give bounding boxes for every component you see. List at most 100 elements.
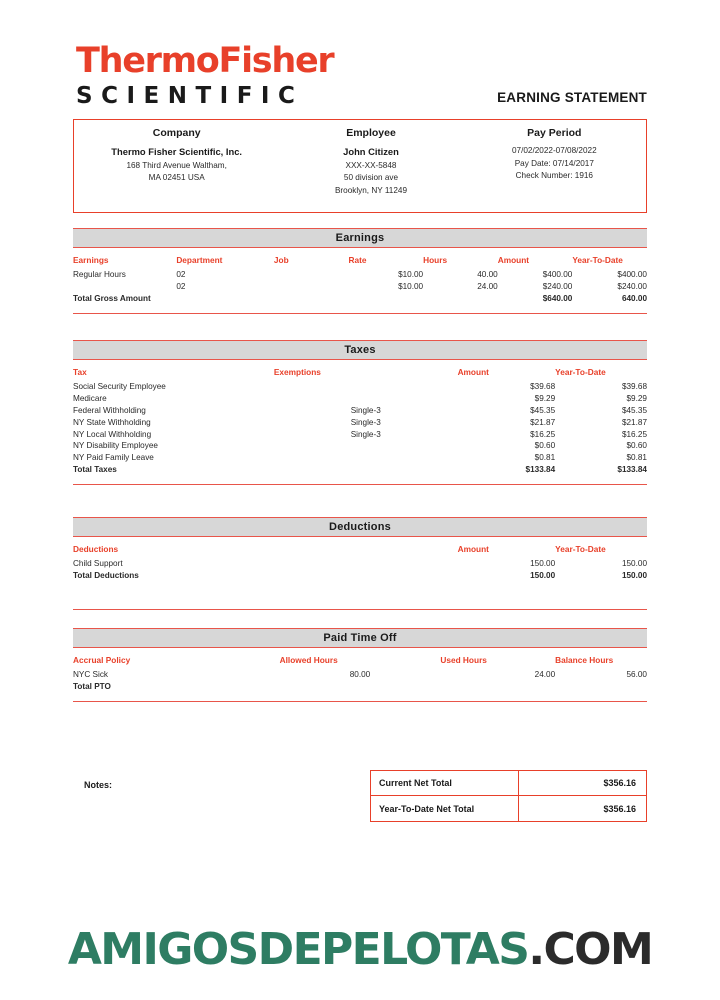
deduction-row-0-amount: 150.00 [530, 559, 556, 569]
employee-info-column: Employee John Citizen XXX-XX-5848 50 div… [279, 120, 462, 212]
col-deduction-amount: Amount [457, 544, 489, 554]
tax-row-3-amount: $21.87 [530, 417, 556, 427]
table-row: Child Support 150.00 150.00 [73, 558, 647, 570]
earnings-row-1-name [73, 281, 176, 293]
company-address-line-2: MA 02451 USA [148, 173, 205, 183]
company-logo: ThermoFisher SCIENTIFIC [76, 43, 335, 110]
check-number: Check Number: 1916 [515, 171, 593, 181]
earnings-table: Earnings Department Job Rate Hours Amoun… [73, 248, 647, 314]
earnings-row-1-amount: $240.00 [542, 282, 573, 292]
deduction-row-0-name: Child Support [73, 559, 123, 569]
col-ytd: Year-To-Date [572, 255, 623, 265]
tax-row-5-amount: $0.60 [534, 441, 556, 451]
earnings-row-1-hours: 24.00 [477, 282, 498, 292]
table-row: Regular Hours 02 $10.00 40.00 $400.00 $4… [73, 269, 647, 281]
earnings-row-1-job [274, 281, 349, 293]
earnings-row-0-rate: $10.00 [398, 270, 424, 280]
taxes-table: Tax Exemptions Amount Year-To-Date Socia… [73, 360, 647, 485]
col-job: Job [273, 255, 289, 265]
table-row: Social Security Employee $39.68 $39.68 [73, 381, 647, 393]
taxes-total-label: Total Taxes [73, 464, 117, 474]
deductions-table: Deductions Amount Year-To-Date Child Sup… [73, 537, 647, 611]
pay-period-range: 07/02/2022-07/08/2022 [511, 146, 597, 155]
current-net-total-value: $356.16 [603, 778, 636, 788]
tax-row-0-ytd: $39.68 [621, 382, 647, 392]
table-row: NY Local Withholding Single-3 $16.25 $16.25 [73, 428, 647, 440]
watermark: AMIGOSDEPELOTAS.COM [0, 928, 720, 972]
earnings-row-0-job [274, 269, 349, 281]
earnings-row-1-rate: $10.00 [398, 282, 424, 292]
tax-row-1-ytd: $9.29 [626, 394, 648, 404]
col-department: Department [176, 255, 223, 265]
tax-row-6-exemptions [274, 452, 458, 464]
earnings-total-ytd: 640.00 [621, 293, 647, 303]
earnings-row-0-department: 02 [176, 270, 186, 280]
company-info-column: Company Thermo Fisher Scientific, Inc. 1… [74, 120, 279, 212]
watermark-primary-text: AMIGOSDEPELOTAS [67, 924, 530, 975]
col-tax-amount: Amount [457, 367, 489, 377]
col-rate: Rate [348, 255, 367, 265]
deductions-section: Deductions Deductions Amount Year-To-Dat… [73, 517, 647, 611]
ytd-net-total-row: Year-To-Date Net Total $356.16 [371, 796, 646, 821]
pto-section: Paid Time Off Accrual Policy Allowed Hou… [73, 628, 647, 703]
earnings-total-amount: $640.00 [542, 293, 573, 303]
pay-period-heading: Pay Period [527, 127, 582, 139]
col-deductions: Deductions [73, 544, 119, 554]
earnings-total-row: Total Gross Amount $640.00 640.00 [73, 293, 647, 305]
col-balance-hours: Balance Hours [555, 655, 614, 665]
taxes-total-amount: $133.84 [525, 464, 556, 474]
tax-row-2-ytd: $45.35 [621, 405, 647, 415]
col-amount: Amount [497, 255, 530, 265]
statement-info-box: Company Thermo Fisher Scientific, Inc. 1… [73, 119, 647, 213]
col-earnings: Earnings [73, 255, 109, 265]
table-row: NY Disability Employee $0.60 $0.60 [73, 440, 647, 452]
company-name: Thermo Fisher Scientific, Inc. [111, 146, 243, 157]
table-row: 02 $10.00 24.00 $240.00 $240.00 [73, 281, 647, 293]
col-allowed-hours: Allowed Hours [279, 655, 338, 665]
table-row: NY State Withholding Single-3 $21.87 $21.87 [73, 416, 647, 428]
earnings-row-1-department: 02 [176, 282, 186, 292]
tax-row-0-name: Social Security Employee [73, 382, 166, 392]
taxes-section: Taxes Tax Exemptions Amount Year-To-Date… [73, 340, 647, 485]
deductions-header-row: Deductions Amount Year-To-Date [73, 537, 647, 558]
pto-row-0-used: 24.00 [534, 670, 556, 680]
pay-period-info-column: Pay Period 07/02/2022-07/08/2022 Pay Dat… [463, 120, 646, 212]
taxes-total-ytd: $133.84 [617, 464, 647, 474]
net-totals-box: Current Net Total $356.16 Year-To-Date N… [370, 770, 647, 822]
current-net-total-row: Current Net Total $356.16 [371, 771, 646, 796]
tax-row-6-amount: $0.81 [534, 453, 556, 463]
tax-row-5-exemptions [274, 440, 458, 452]
col-exemptions: Exemptions [273, 367, 321, 377]
company-address-line-1: 168 Third Avenue Waltham, [126, 160, 227, 170]
employee-address-line-2: Brooklyn, NY 11249 [334, 185, 408, 195]
deductions-total-ytd: 150.00 [621, 571, 647, 581]
col-deduction-ytd: Year-To-Date [555, 544, 606, 554]
tax-row-4-ytd: $16.25 [621, 429, 647, 439]
employee-address-line-1: 50 division ave [343, 173, 399, 183]
tax-row-4-name: NY Local Withholding [73, 429, 152, 439]
logo-scientific-text: SCIENTIFIC [76, 82, 304, 109]
earnings-row-0-name: Regular Hours [73, 270, 126, 280]
table-row: NY Paid Family Leave $0.81 $0.81 [73, 452, 647, 464]
page-title: EARNING STATEMENT [497, 90, 647, 105]
tax-row-2-name: Federal Withholding [73, 405, 146, 415]
col-accrual-policy: Accrual Policy [73, 655, 131, 665]
earnings-row-0-amount: $400.00 [542, 270, 573, 280]
earnings-section: Earnings Earnings Department Job Rate Ho… [73, 228, 647, 314]
earnings-row-0-hours: 40.00 [477, 270, 498, 280]
tax-row-2-exemptions: Single-3 [350, 405, 381, 415]
tax-row-3-exemptions: Single-3 [350, 417, 381, 427]
tax-row-5-ytd: $0.60 [626, 441, 648, 451]
pto-table: Accrual Policy Allowed Hours Used Hours … [73, 648, 647, 703]
tax-row-1-exemptions [274, 393, 458, 405]
earnings-total-label: Total Gross Amount [73, 293, 151, 303]
tax-row-3-ytd: $21.87 [621, 417, 647, 427]
pto-row-0-allowed: 80.00 [349, 670, 371, 680]
employee-ssn: XXX-XX-5848 [345, 160, 397, 170]
tax-row-6-ytd: $0.81 [626, 453, 648, 463]
tax-row-1-name: Medicare [73, 394, 107, 404]
tax-row-4-exemptions: Single-3 [350, 429, 381, 439]
deductions-section-title: Deductions [73, 517, 647, 537]
deductions-total-label: Total Deductions [73, 571, 139, 581]
pto-total-label: Total PTO [73, 682, 111, 692]
